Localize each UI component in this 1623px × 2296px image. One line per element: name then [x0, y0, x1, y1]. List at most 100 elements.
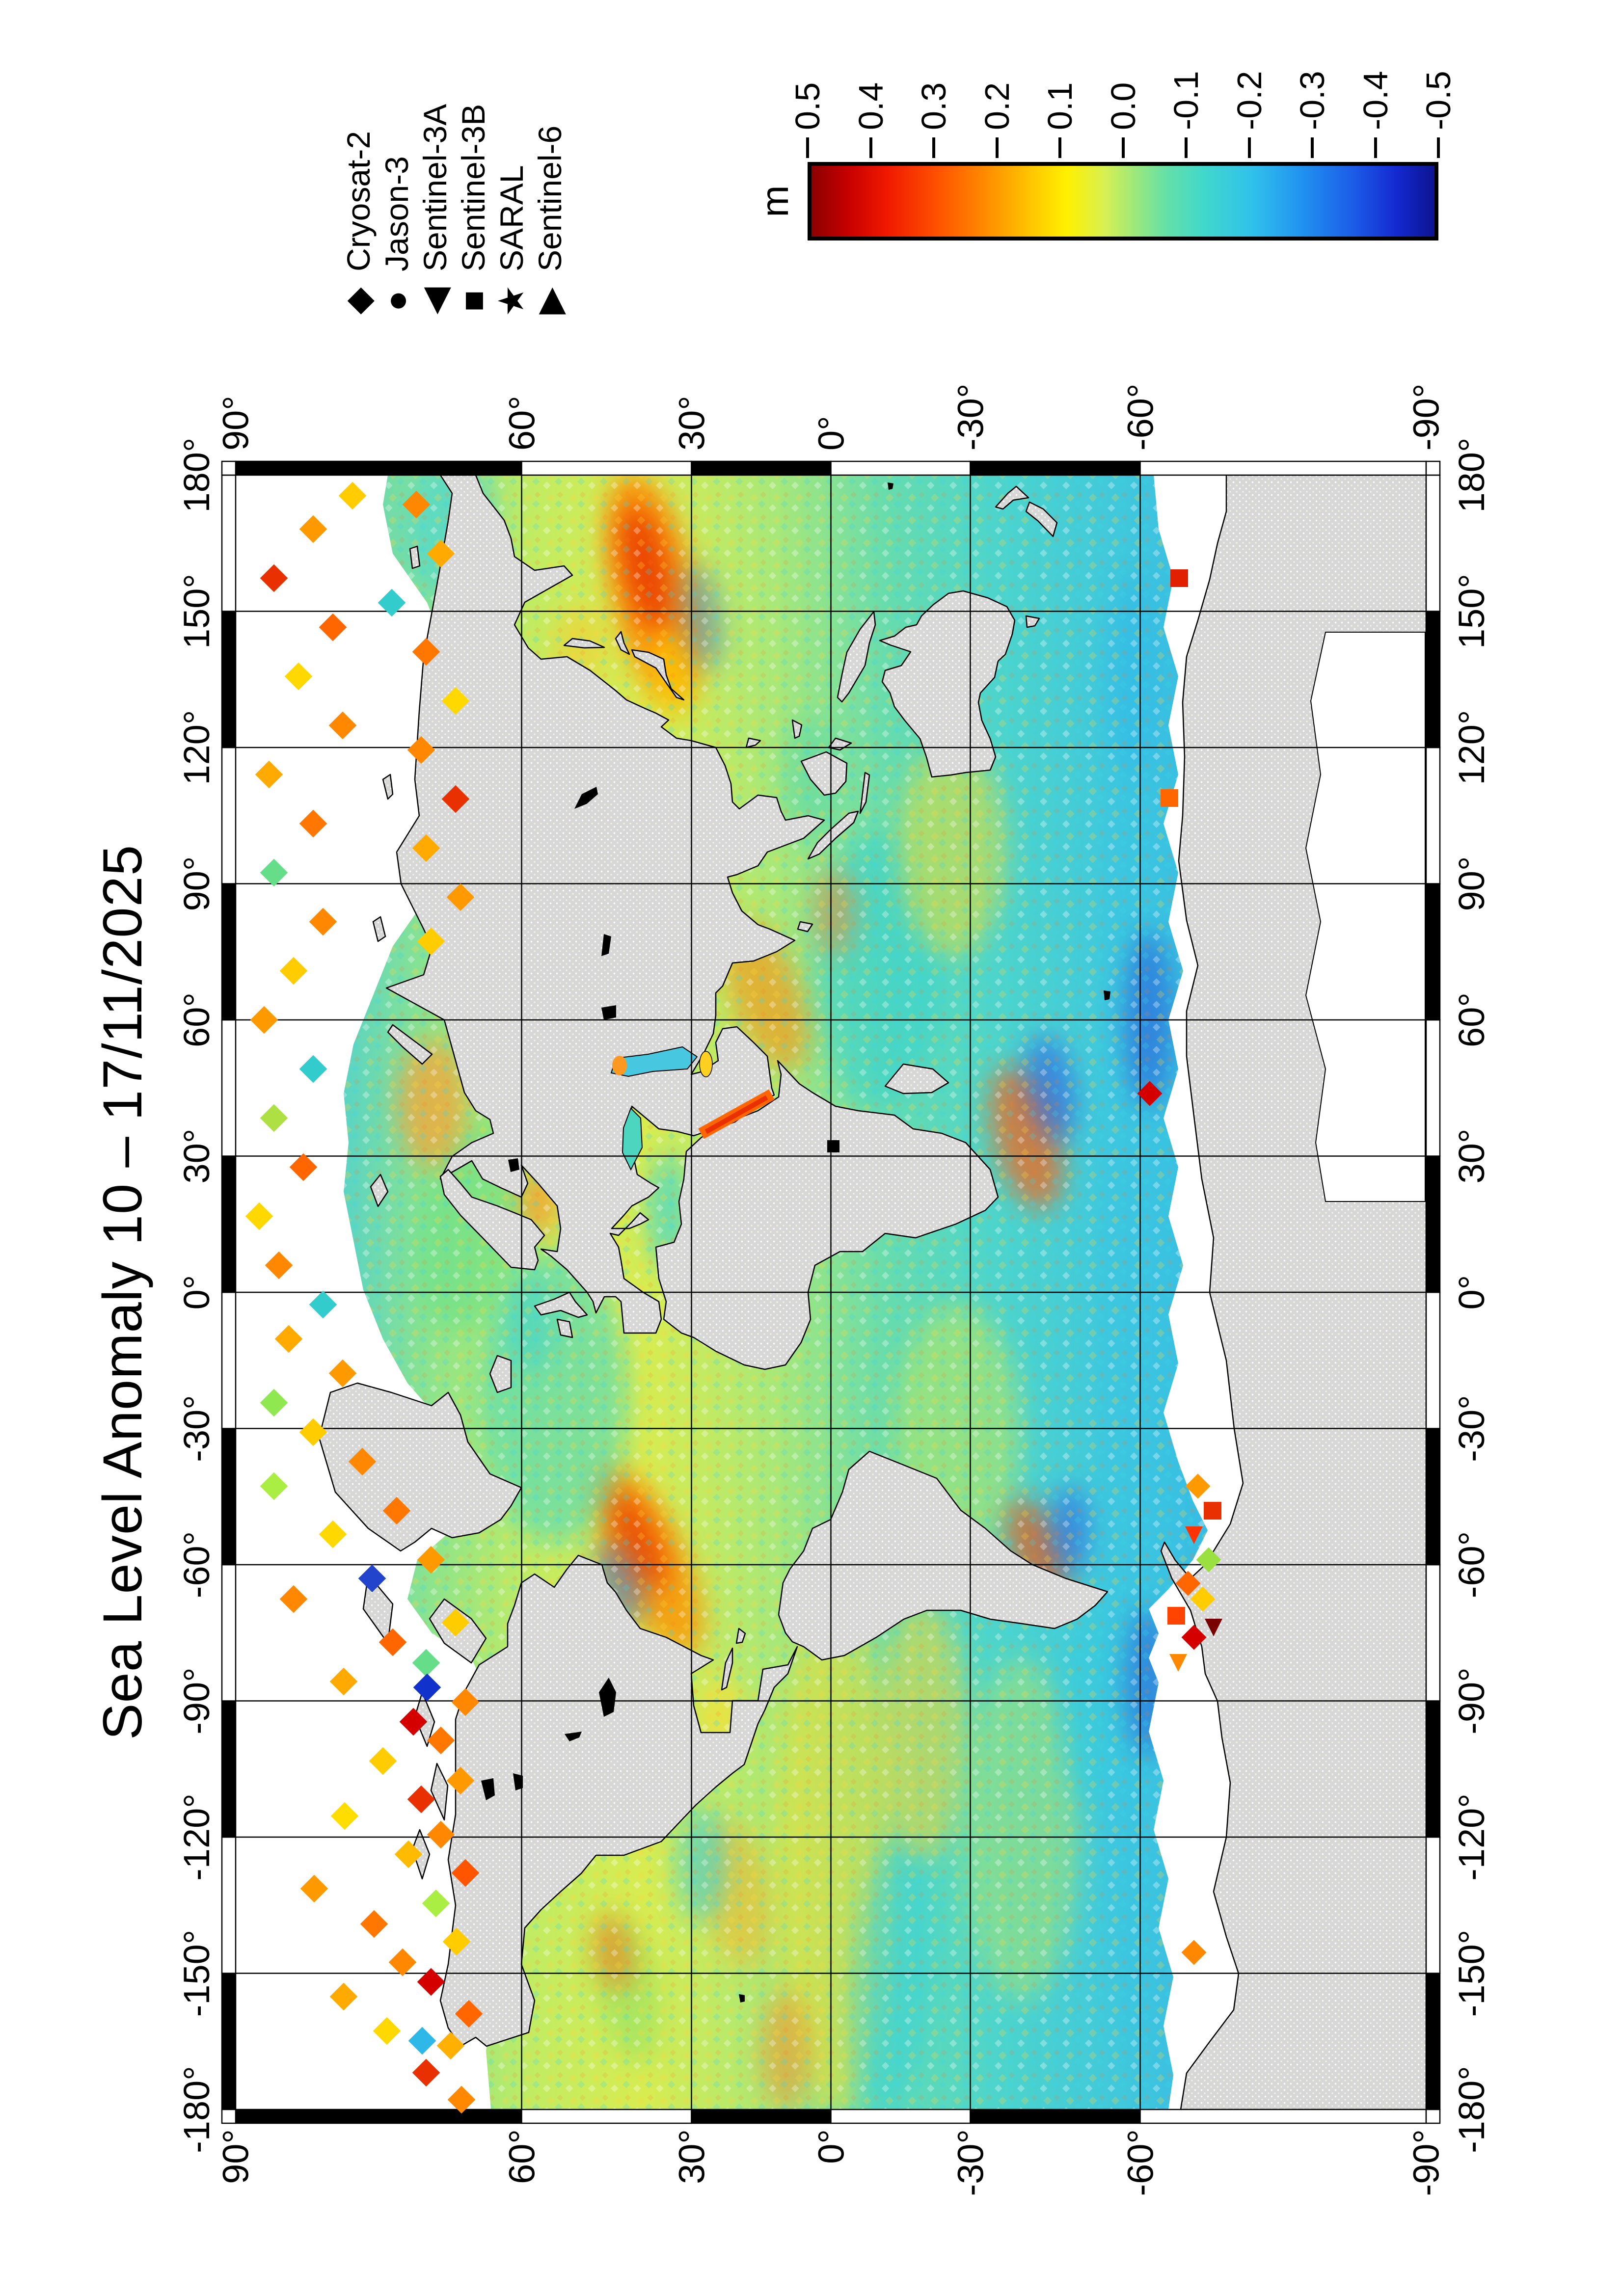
frame-checker-segment [1425, 1700, 1441, 1838]
lakes [481, 482, 1110, 2002]
frame-checker-segment [221, 2109, 237, 2124]
data-marker [250, 1006, 278, 1034]
frame-checker-segment [221, 1973, 237, 2110]
landmass-new-zealand [995, 485, 1058, 537]
colorbar-unit-label: m [753, 185, 796, 217]
legend-item: ■ Sentinel-3B [454, 104, 493, 330]
legend-item-label: Sentinel-3B [455, 104, 491, 271]
colorbar-gradient [808, 162, 1438, 240]
frame-checker-segment [221, 1700, 237, 1838]
longitude-tick-label: 180° [1451, 437, 1492, 513]
longitude-tick-label: 120° [1451, 710, 1492, 785]
data-marker [447, 2085, 476, 2114]
data-marker [1185, 1526, 1203, 1544]
data-marker [399, 1708, 428, 1736]
graticule-grid [236, 475, 1426, 2109]
triangle-left-icon: ◀ [415, 287, 455, 315]
landmass-southeast-asia-islands [745, 611, 876, 933]
data-marker [412, 1649, 440, 1677]
legend-item-label: Sentinel-6 [532, 125, 568, 271]
data-marker [1169, 1654, 1187, 1672]
data-marker [455, 2000, 483, 2028]
frame-checker-segment [221, 747, 237, 884]
data-marker [442, 1927, 471, 1956]
landmass-caribbean [721, 1628, 746, 1691]
inland-seas [610, 1046, 775, 1171]
data-marker [373, 2017, 401, 2045]
data-marker [319, 1520, 347, 1548]
legend-item-label: SARAL [493, 165, 530, 271]
frame-checker-segment [221, 460, 237, 476]
data-marker [348, 1447, 377, 1476]
data-marker [1167, 1607, 1185, 1625]
frame-checker-segment [1425, 747, 1441, 884]
frame-checker-segment [1139, 460, 1427, 476]
legend-item: ▶ Sentinel-6 [530, 126, 569, 330]
longitude-tick-label: 120° [176, 710, 217, 785]
longitude-tick-label: 0° [1451, 1275, 1492, 1310]
latitude-tick-label: -90° [1406, 2129, 1447, 2196]
data-marker [417, 1546, 445, 1574]
data-marker [274, 1325, 303, 1353]
colorbar-tick [995, 137, 999, 158]
legend-item-label: Sentinel-3A [417, 104, 453, 271]
frame-checker-segment [221, 883, 237, 1021]
data-marker [407, 736, 435, 764]
frame-checker-segment [1139, 2109, 1427, 2124]
longitude-tick-label: -90° [1451, 1667, 1492, 1735]
colorbar-tick-label: -0.3 [1293, 71, 1331, 130]
frame-checker-segment [1425, 1291, 1441, 1429]
latitude-tick-label: 30° [671, 396, 712, 451]
latitude-tick-label: 60° [501, 2129, 542, 2184]
frame-checker-segment [1425, 2109, 1441, 2124]
longitude-tick-label: 60° [176, 992, 217, 1047]
frame-checker-segment [1425, 611, 1441, 748]
frame-checker-segment [970, 2109, 1141, 2124]
data-marker [436, 2031, 465, 2060]
colorbar-tick [869, 137, 872, 158]
colorbar-tick [1374, 137, 1377, 158]
colorbar-tick-label: 0.2 [977, 82, 1016, 130]
data-marker [265, 1251, 293, 1280]
colorbar: m 0.5 0.4 0.3 0.2 0.1 0.0 -0.1 -0.2 -0.3 -0.4 -0.5 [753, 71, 1458, 240]
data-marker [417, 927, 445, 956]
longitude-tick-label: 30° [1451, 1128, 1492, 1184]
data-marker [260, 1104, 288, 1132]
frame-checker-segment [221, 1564, 237, 1702]
frame-checker-segment [221, 474, 237, 612]
frame-checker-segment [691, 460, 832, 476]
data-marker [338, 481, 367, 510]
colorbar-tick-label: -0.4 [1356, 71, 1395, 130]
frame-checker-segment [830, 460, 971, 476]
data-marker [412, 2058, 440, 2087]
data-marker [260, 1388, 288, 1417]
longitude-tick-label: 30° [176, 1128, 217, 1184]
frame-checker-segment [521, 2109, 692, 2124]
colorbar-tick [932, 137, 935, 158]
data-marker [330, 1802, 359, 1830]
data-marker [1170, 569, 1188, 587]
data-marker [328, 1359, 357, 1388]
diamond-icon: ◆ [339, 287, 378, 315]
latitude-tick-label: 30° [671, 2129, 712, 2184]
legend-item: ◆ Cryosat-2 [339, 131, 378, 330]
data-marker [379, 1628, 407, 1656]
data-marker [299, 515, 327, 543]
colorbar-tick [1185, 137, 1188, 158]
legend-item: ◀ Sentinel-3A [415, 104, 455, 330]
longitude-tick-label: 150° [176, 573, 217, 649]
circle-icon: ● [377, 290, 416, 312]
data-marker [255, 760, 283, 789]
colorbar-tick-label: -0.1 [1167, 71, 1205, 130]
colorbar-tick [1058, 137, 1061, 158]
data-marker [427, 1820, 455, 1849]
data-marker [394, 1840, 423, 1869]
data-marker [382, 1496, 411, 1525]
data-marker [413, 1673, 441, 1702]
frame-checker-segment [1425, 1836, 1441, 1974]
frame-checker-segment [221, 1836, 237, 1974]
data-marker [1204, 1502, 1221, 1520]
data-marker [284, 662, 313, 691]
